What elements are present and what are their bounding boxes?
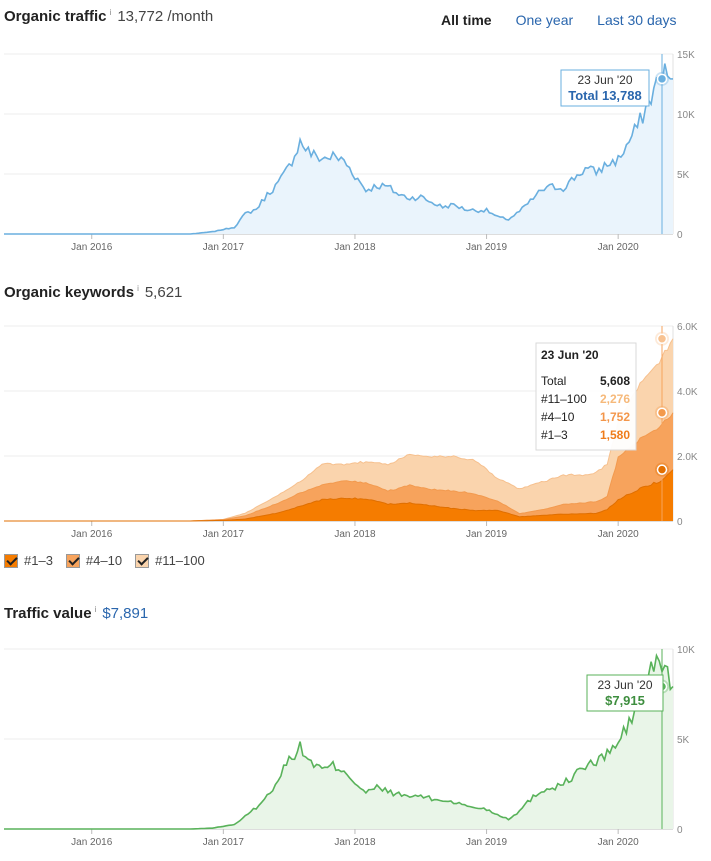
keywords-title: Organic keywords bbox=[4, 284, 135, 301]
tooltip-value: $7,915 bbox=[605, 693, 645, 708]
x-tick-label: Jan 2016 bbox=[71, 242, 113, 253]
tooltip-row-label: #11–100 bbox=[541, 392, 587, 406]
data-marker bbox=[656, 73, 668, 85]
range-one-year[interactable]: One year bbox=[515, 12, 574, 28]
x-tick-label: Jan 2019 bbox=[466, 837, 508, 848]
traffic-value: 13,772 /month bbox=[117, 8, 214, 25]
legend-label: #4–10 bbox=[85, 553, 123, 568]
legend-item-11-100[interactable]: #11–100 bbox=[135, 553, 205, 568]
x-tick-label: Jan 2018 bbox=[334, 837, 376, 848]
x-tick-label: Jan 2017 bbox=[203, 242, 245, 253]
tooltip-row-label: Total bbox=[541, 374, 566, 388]
y-tick-label: 0 bbox=[677, 825, 683, 836]
info-icon[interactable]: i bbox=[137, 284, 139, 293]
area-fill bbox=[4, 655, 673, 829]
y-tick-label: 5K bbox=[677, 170, 690, 181]
x-tick-label: Jan 2016 bbox=[71, 837, 113, 848]
organic-keywords-chart[interactable]: 6.0K 4.0K 2.0K 0 Jan 2016 Jan 2017 Jan 2018 Jan… bbox=[0, 315, 711, 545]
traffic-value-chart[interactable]: 10K 5K 0 Jan 2016 Jan 2017 Jan 2018 Jan 2019 Ja… bbox=[0, 635, 711, 855]
tooltip-row-value: 5,608 bbox=[600, 374, 630, 388]
info-icon[interactable]: i bbox=[109, 8, 112, 17]
checkbox-icon[interactable] bbox=[135, 553, 150, 568]
y-tick-label: 0 bbox=[677, 517, 683, 528]
legend-label: #1–3 bbox=[24, 553, 53, 568]
x-tick-label: Jan 2018 bbox=[334, 242, 376, 253]
y-tick-label: 0 bbox=[677, 230, 683, 241]
x-tick-label: Jan 2016 bbox=[71, 529, 113, 540]
tooltip-row-value: 1,580 bbox=[600, 428, 630, 442]
series-line bbox=[4, 63, 674, 235]
y-tick-label: 4.0K bbox=[677, 387, 698, 398]
x-tick-label: Jan 2018 bbox=[334, 529, 376, 540]
data-marker bbox=[656, 333, 668, 344]
x-tick-label: Jan 2019 bbox=[466, 242, 508, 253]
series-line bbox=[4, 653, 674, 830]
data-marker bbox=[656, 464, 668, 475]
tooltip: 23 Jun '20 Total 5,608 #11–100 2,276 #4–10 1,7… bbox=[535, 342, 637, 451]
legend-item-4-10[interactable]: #4–10 bbox=[65, 553, 123, 568]
y-tick-label: 6.0K bbox=[677, 322, 698, 333]
range-all-time[interactable]: All time bbox=[441, 12, 492, 28]
checkbox-icon[interactable] bbox=[65, 553, 80, 568]
tooltip-date: 23 Jun '20 bbox=[577, 73, 632, 87]
checkbox-icon[interactable] bbox=[4, 553, 18, 568]
x-tick-label: Jan 2020 bbox=[598, 242, 640, 253]
x-tick-label: Jan 2019 bbox=[466, 529, 508, 540]
tooltip-row-value: 2,276 bbox=[600, 392, 630, 406]
x-tick-label: Jan 2017 bbox=[203, 837, 245, 848]
y-tick-label: 2.0K bbox=[677, 452, 698, 463]
traffic-title: Organic traffic bbox=[4, 8, 107, 25]
traffic-value-amount: $7,891 bbox=[102, 605, 149, 622]
area-fill bbox=[4, 63, 673, 234]
y-tick-label: 15K bbox=[677, 50, 695, 61]
range-selector: All time One year Last 30 days bbox=[441, 12, 677, 28]
data-marker bbox=[656, 407, 668, 418]
series-area-1-3-line bbox=[4, 469, 674, 522]
keywords-legend: #1–3 #4–10 #11–100 bbox=[4, 553, 218, 568]
series-area-1-3 bbox=[4, 469, 673, 521]
range-last-30-days[interactable]: Last 30 days bbox=[597, 12, 677, 28]
tooltip-box bbox=[535, 342, 637, 451]
y-tick-label: 10K bbox=[677, 645, 695, 656]
keywords-value: 5,621 bbox=[144, 284, 183, 301]
tooltip-row-label: #4–10 bbox=[541, 410, 575, 424]
tooltip-box bbox=[586, 674, 664, 712]
value-title: Traffic value bbox=[4, 605, 92, 622]
tooltip-row-value: 1,752 bbox=[600, 410, 630, 424]
tooltip-box bbox=[560, 69, 650, 107]
tooltip-date: 23 Jun '20 bbox=[597, 678, 652, 692]
traffic-header: Organic traffic i 13,772 /month bbox=[4, 8, 213, 25]
legend-label: #11–100 bbox=[155, 553, 205, 568]
x-tick-label: Jan 2020 bbox=[598, 837, 640, 848]
info-icon[interactable]: i bbox=[94, 605, 97, 614]
y-tick-label: 5K bbox=[677, 735, 690, 746]
organic-traffic-chart[interactable]: 15K 10K 5K 0 Jan 2016 Jan 2017 Jan 2018 Jan 201… bbox=[0, 40, 711, 260]
keywords-header: Organic keywords i 5,621 bbox=[4, 284, 182, 301]
y-tick-label: 10K bbox=[677, 110, 695, 121]
tooltip-date: 23 Jun '20 bbox=[541, 348, 599, 362]
legend-item-1-3[interactable]: #1–3 bbox=[4, 553, 53, 568]
x-tick-label: Jan 2020 bbox=[598, 529, 640, 540]
tooltip-value: Total 13,788 bbox=[568, 88, 641, 103]
tooltip-row-label: #1–3 bbox=[541, 428, 568, 442]
tooltip: 23 Jun '20$7,915 bbox=[586, 674, 664, 712]
x-tick-label: Jan 2017 bbox=[203, 529, 245, 540]
value-header: Traffic value i $7,891 bbox=[4, 605, 148, 622]
